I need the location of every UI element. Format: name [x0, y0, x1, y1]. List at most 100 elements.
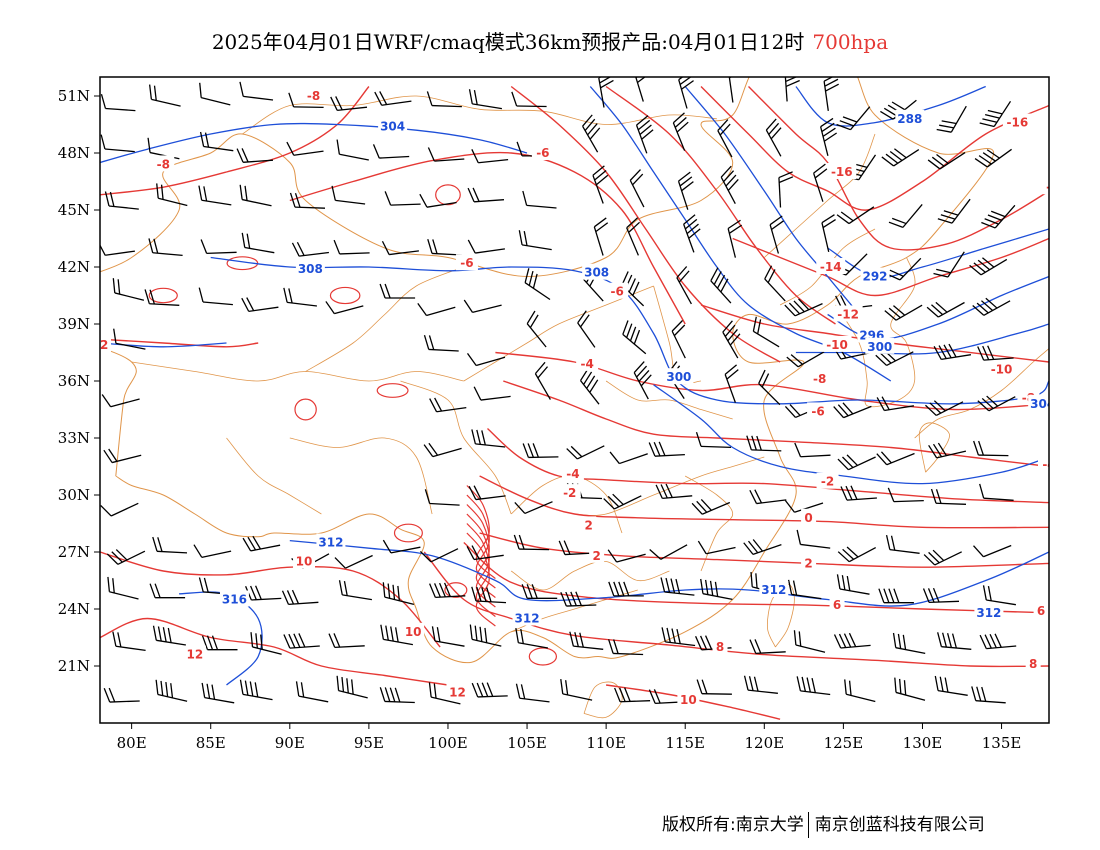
wind-barb	[796, 676, 831, 696]
isotherm-line	[479, 532, 1049, 568]
wind-barb	[661, 627, 696, 647]
wind-barb	[722, 320, 741, 359]
wind-barb	[926, 301, 965, 318]
geopotential-label: 308	[1060, 458, 1085, 472]
isotherm-loop	[329, 286, 361, 305]
wind-barb	[933, 251, 965, 278]
y-tick-label: 27N	[58, 543, 90, 561]
wind-barb	[372, 144, 410, 159]
y-tick-label: 51N	[58, 87, 90, 105]
wind-barb	[972, 297, 1011, 316]
wind-barb	[837, 454, 876, 471]
temperature-label: -16	[831, 165, 853, 179]
wind-barb	[560, 679, 593, 701]
temperature-label-bg	[183, 645, 206, 662]
wind-barb	[100, 134, 135, 153]
geopotential-label-bg	[759, 581, 789, 597]
temperature-label-bg	[1066, 530, 1088, 546]
wind-barb	[569, 631, 604, 650]
wind-barb	[837, 546, 877, 563]
temperature-label-bg	[293, 552, 316, 569]
wind-barb	[977, 345, 1014, 361]
wind-barb	[429, 582, 466, 599]
wind-barb	[922, 587, 960, 603]
temperature-label-bg	[1038, 455, 1049, 472]
wind-barb	[769, 215, 784, 254]
province-border	[764, 133, 876, 258]
wind-barb	[724, 364, 739, 403]
wind-barb	[844, 679, 876, 703]
temperature-label: 12	[449, 686, 466, 700]
y-tick-label: 30N	[58, 486, 90, 504]
wind-barb	[514, 501, 553, 515]
wind-barb	[833, 632, 871, 649]
y-tick-label: 24N	[58, 600, 90, 618]
plot-area: -8-8-6-6-6-16-16-14-12-14-12-10-10-8-8-6…	[100, 77, 1088, 723]
wind-barb	[697, 540, 736, 555]
wind-barb	[603, 493, 642, 510]
geopotential-label: 304	[1030, 397, 1055, 411]
temperature-label: -12	[837, 308, 859, 322]
y-tick-label: 33N	[58, 429, 90, 447]
wind-barb	[778, 171, 794, 208]
wind-barb	[635, 115, 654, 154]
wind-barb	[534, 361, 551, 400]
wind-barb	[236, 148, 274, 163]
temperature-label: 2	[592, 549, 600, 563]
temperature-label: -10	[991, 363, 1013, 377]
wind-barb	[471, 429, 506, 448]
x-tick-label: 110E	[586, 734, 626, 752]
wind-barb	[749, 489, 787, 505]
geopotential-label-bg	[1028, 394, 1049, 411]
wind-barb	[887, 487, 924, 503]
temperature-label: -2	[1071, 532, 1084, 546]
temperature-label: 8	[1029, 657, 1037, 671]
x-tick-label: 90E	[275, 734, 305, 752]
temperature-label-bg	[816, 472, 839, 489]
wind-barb	[336, 675, 368, 699]
province-border	[289, 437, 433, 515]
wind-barb	[710, 267, 732, 304]
wind-barb	[201, 635, 238, 651]
wind-barb	[103, 687, 140, 703]
wind-barb	[977, 395, 1016, 412]
geopotential-label: 312	[761, 583, 786, 597]
wind-barb	[511, 91, 547, 108]
x-tick-label: 100E	[428, 734, 468, 752]
wind-barb	[325, 301, 364, 315]
wind-barb	[676, 266, 692, 305]
wind-barb	[201, 682, 235, 704]
wind-barb	[379, 687, 415, 704]
y-tick-label: 39N	[58, 315, 90, 333]
temperature-label: 2	[804, 556, 812, 570]
y-tick-label: 45N	[58, 201, 90, 219]
province-border	[305, 266, 464, 372]
temperature-label-bg	[801, 554, 817, 571]
temperature-label-bg	[1025, 655, 1041, 672]
wind-barb	[885, 534, 920, 554]
temperature-label-bg	[822, 335, 852, 352]
wind-barb	[937, 198, 971, 224]
wind-barb	[239, 81, 274, 101]
temperature-label-bg	[561, 465, 584, 482]
temperature-label: -6	[536, 146, 549, 160]
isotherm-loop	[148, 287, 178, 304]
wind-barb	[338, 580, 373, 601]
title-text: 2025年04月01日WRF/cmaq模式36km预报产品:04月01日12时	[211, 30, 805, 54]
wind-barb	[677, 171, 694, 210]
wind-barb	[198, 287, 233, 306]
geopotential-label-bg	[860, 267, 890, 284]
temperature-label: 6	[833, 598, 841, 612]
wind-barb	[622, 320, 647, 355]
province-border	[684, 475, 734, 572]
wind-barb	[629, 169, 645, 208]
wind-barb	[894, 677, 926, 701]
wind-barb	[328, 633, 365, 649]
wind-barb	[784, 298, 823, 317]
temperature-label-bg	[531, 144, 554, 160]
isotherm-line	[479, 475, 1049, 529]
temperature-label: 10	[405, 625, 422, 639]
wind-barb	[813, 163, 828, 202]
wind-barb	[333, 239, 370, 255]
wind-barb	[836, 106, 871, 131]
